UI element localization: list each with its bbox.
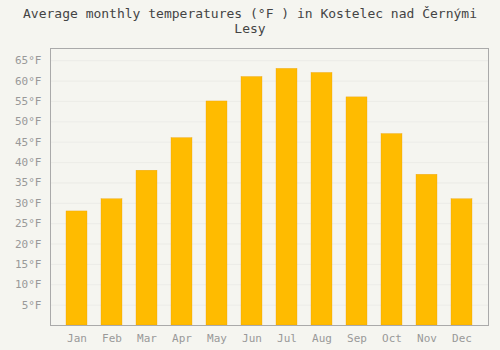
svg-text:Aug: Aug [312,332,332,345]
svg-text:Jul: Jul [277,332,297,345]
svg-text:45°F: 45°F [15,136,42,149]
svg-text:65°F: 65°F [15,54,42,67]
svg-text:40°F: 40°F [15,156,42,169]
svg-text:Dec: Dec [452,332,472,345]
svg-text:5°F: 5°F [22,299,42,312]
svg-text:Jan: Jan [67,332,87,345]
svg-text:Oct: Oct [382,332,402,345]
svg-text:50°F: 50°F [15,115,42,128]
svg-text:25°F: 25°F [15,217,42,230]
svg-text:Nov: Nov [417,332,437,345]
svg-text:10°F: 10°F [15,278,42,291]
svg-text:Mar: Mar [137,332,157,345]
svg-text:35°F: 35°F [15,176,42,189]
svg-text:May: May [207,332,227,345]
svg-text:15°F: 15°F [15,258,42,271]
svg-text:Apr: Apr [172,332,192,345]
svg-text:20°F: 20°F [15,238,42,251]
svg-text:60°F: 60°F [15,75,42,88]
svg-text:Feb: Feb [102,332,122,345]
svg-text:Jun: Jun [242,332,262,345]
svg-text:55°F: 55°F [15,95,42,108]
html-text:Average monthly temperatures (: Average monthly temperatures (°F ) in Ko… [23,6,477,36]
svg-text:30°F: 30°F [15,197,42,210]
svg-text:Sep: Sep [347,332,367,345]
